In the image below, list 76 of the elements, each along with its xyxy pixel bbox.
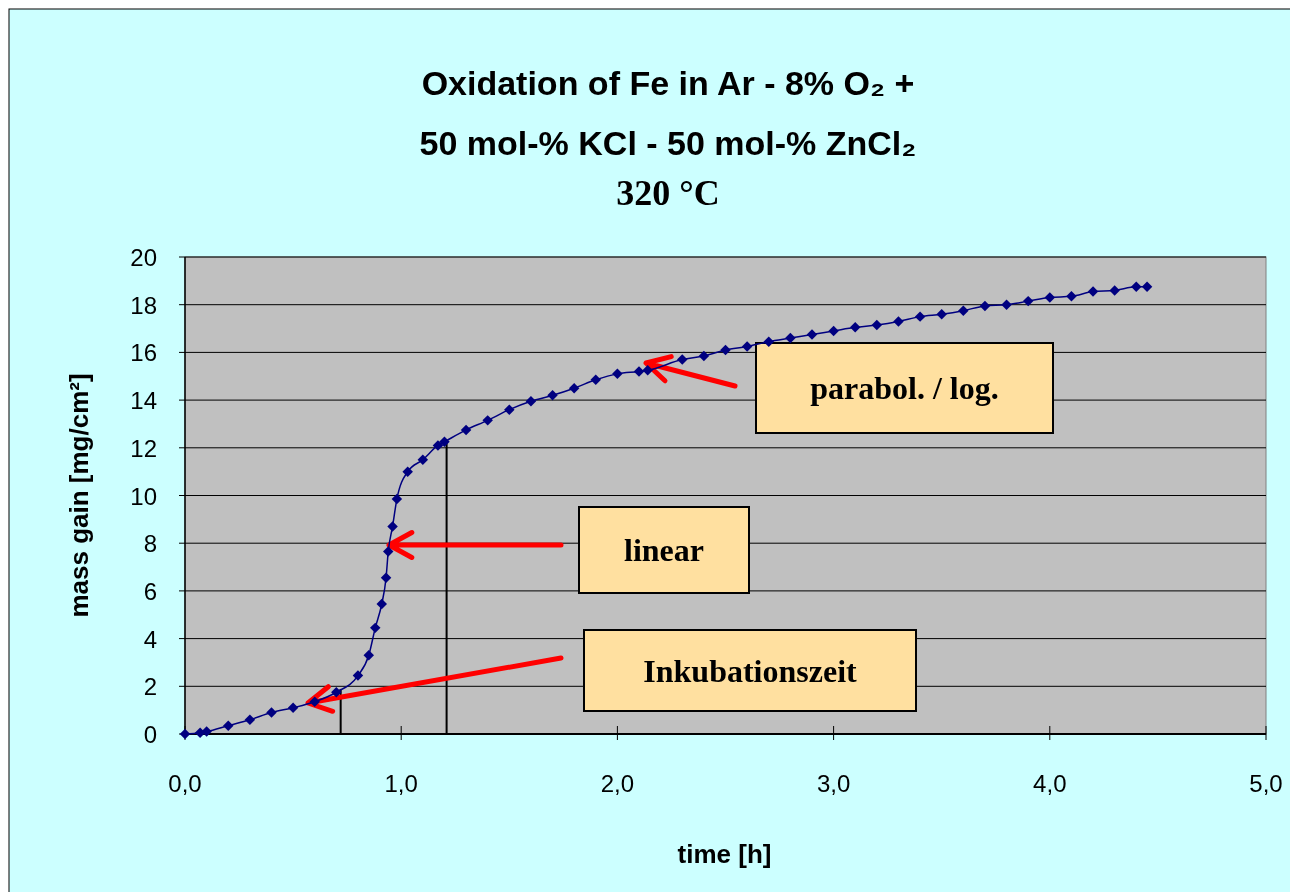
y-tick-label: 6: [143, 577, 157, 605]
point: [936, 309, 947, 320]
point: [1066, 291, 1077, 302]
point: [914, 311, 926, 322]
point: [642, 365, 653, 376]
y-tick-label: 8: [143, 530, 157, 558]
x-tick-label: 4,0: [1033, 770, 1067, 797]
point: [382, 546, 394, 557]
point: [363, 650, 375, 661]
annotation: linear: [624, 532, 704, 568]
point: [568, 382, 580, 394]
chart-title: Oxidation of Fe in Ar - 8% O₂ + 50 mol-% KCl - 50 mol-% ZnCl₂: [419, 64, 917, 162]
point: [1141, 281, 1153, 293]
point: [1087, 286, 1099, 297]
point: [1109, 285, 1120, 296]
point: [352, 670, 364, 681]
point: [1001, 299, 1012, 310]
point: [741, 341, 753, 352]
chart-subtitle: 320 °C: [616, 173, 720, 213]
point: [380, 572, 392, 584]
annotation: Inkubationszeit: [643, 652, 858, 689]
point: [720, 344, 731, 356]
point: [504, 404, 515, 415]
point: [1022, 295, 1034, 307]
point: [871, 319, 883, 331]
point: [698, 350, 710, 362]
point: [244, 714, 256, 725]
y-tick-label: 14: [130, 387, 157, 415]
point: [482, 415, 493, 426]
y-tick-label: 20: [130, 244, 157, 271]
x-axis-title: time [h]: [677, 839, 772, 869]
point: [376, 598, 387, 610]
point: [1044, 292, 1056, 303]
point: [763, 336, 774, 347]
x-tick-label: 2,0: [600, 770, 635, 797]
point: [590, 374, 602, 386]
y-tick-label: 12: [130, 434, 157, 462]
point: [266, 707, 277, 718]
point: [402, 466, 413, 477]
point: [958, 305, 969, 316]
point: [612, 368, 623, 380]
point: [893, 316, 904, 327]
point: [806, 329, 818, 340]
point: [785, 332, 796, 344]
point: [633, 366, 645, 377]
point: [460, 424, 472, 436]
point: [287, 702, 299, 714]
x-tick-label: 1,0: [384, 770, 418, 797]
y-tick-label: 10: [130, 482, 157, 510]
point: [849, 322, 861, 333]
point: [391, 493, 403, 505]
annotation: parabol. / log.: [810, 370, 999, 406]
y-tick-label: 2: [143, 673, 157, 701]
point: [525, 396, 537, 407]
point: [331, 687, 342, 698]
point: [370, 622, 381, 634]
x-tick-label: 0,0: [168, 770, 202, 797]
x-tick-label: 3,0: [816, 770, 851, 797]
y-tick-label: 16: [130, 339, 157, 367]
y-tick-label: 18: [130, 291, 157, 319]
point: [828, 325, 839, 337]
point: [1131, 281, 1142, 293]
point: [677, 354, 688, 365]
point: [417, 454, 429, 465]
point: [387, 521, 398, 532]
y-tick-label: 0: [143, 721, 157, 748]
point: [309, 696, 320, 708]
y-axis-title: mass gain [mg/cm²]: [64, 373, 94, 618]
point: [432, 440, 444, 451]
point: [979, 300, 991, 312]
point: [223, 720, 234, 731]
point: [439, 436, 450, 448]
y-tick-label: 4: [143, 625, 157, 653]
x-tick-label: 5,0: [1249, 770, 1283, 797]
point: [547, 390, 558, 401]
point: [201, 726, 212, 737]
